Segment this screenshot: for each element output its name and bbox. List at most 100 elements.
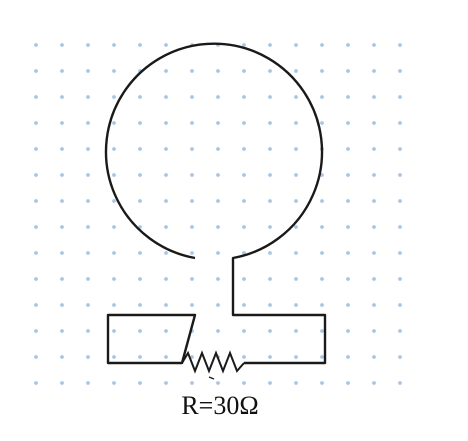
grid-dot (86, 69, 90, 73)
grid-dot (112, 355, 116, 359)
grid-dot (86, 355, 90, 359)
grid-dot (34, 225, 38, 229)
grid-dot (320, 251, 324, 255)
grid-dot (60, 173, 64, 177)
grid-dot (372, 95, 376, 99)
grid-dot (86, 381, 90, 385)
grid-dot (164, 121, 168, 125)
grid-dot (60, 277, 64, 281)
grid-dot (138, 329, 142, 333)
grid-dot (268, 329, 272, 333)
grid-dot (346, 381, 350, 385)
grid-dot (86, 303, 90, 307)
grid-dot (216, 147, 220, 151)
grid-dot (138, 199, 142, 203)
resistor-tick-mark (208, 376, 215, 380)
grid-dot (112, 225, 116, 229)
grid-dot (346, 43, 350, 47)
grid-dot (320, 95, 324, 99)
grid-dot (346, 303, 350, 307)
grid-dot (372, 147, 376, 151)
grid-dot (112, 381, 116, 385)
grid-dot (346, 199, 350, 203)
grid-dot (346, 277, 350, 281)
grid-dot (398, 277, 402, 281)
grid-dot (216, 69, 220, 73)
grid-dot (242, 95, 246, 99)
grid-dot (372, 121, 376, 125)
grid-dot (190, 199, 194, 203)
grid-dot (294, 173, 298, 177)
grid-dot (398, 303, 402, 307)
grid-dot (112, 95, 116, 99)
grid-dot (294, 303, 298, 307)
grid-dot (294, 251, 298, 255)
grid-dot (346, 147, 350, 151)
grid-dot (164, 277, 168, 281)
grid-dot (268, 173, 272, 177)
grid-dot (268, 43, 272, 47)
grid-dot (138, 251, 142, 255)
grid-dot (320, 173, 324, 177)
grid-dot (34, 69, 38, 73)
grid-dot (60, 303, 64, 307)
grid-dot (190, 251, 194, 255)
grid-dot (216, 199, 220, 203)
grid-dot (86, 95, 90, 99)
grid-dot (372, 355, 376, 359)
grid-dot (372, 43, 376, 47)
grid-dot (138, 277, 142, 281)
grid-dot (346, 329, 350, 333)
grid-dot (164, 355, 168, 359)
grid-dot (190, 147, 194, 151)
grid-dot (242, 43, 246, 47)
grid-dot (164, 69, 168, 73)
grid-dot (60, 121, 64, 125)
grid-dot (216, 121, 220, 125)
grid-dot (86, 251, 90, 255)
grid-dot (346, 69, 350, 73)
grid-dot (294, 329, 298, 333)
grid-dot (268, 69, 272, 73)
grid-dot (398, 251, 402, 255)
grid-dot (242, 355, 246, 359)
grid-dot (268, 277, 272, 281)
grid-dot (398, 121, 402, 125)
grid-dot (60, 355, 64, 359)
grid-dot (164, 381, 168, 385)
grid-dot (112, 121, 116, 125)
grid-dot (164, 95, 168, 99)
grid-dot (268, 147, 272, 151)
grid-dot (60, 381, 64, 385)
grid-dot (34, 95, 38, 99)
grid-dot (190, 277, 194, 281)
grid-dot (60, 225, 64, 229)
grid-dot (34, 329, 38, 333)
grid-dot (138, 355, 142, 359)
grid-dot (346, 355, 350, 359)
grid-dot (242, 329, 246, 333)
grid-dot (320, 355, 324, 359)
grid-dot (34, 43, 38, 47)
grid-dot (138, 381, 142, 385)
wire-loop (104, 42, 327, 365)
grid-dot (138, 95, 142, 99)
grid-dot (164, 303, 168, 307)
grid-dot (242, 225, 246, 229)
grid-dot (346, 251, 350, 255)
grid-dot (164, 199, 168, 203)
grid-dot (294, 95, 298, 99)
grid-dot (34, 381, 38, 385)
grid-dot (86, 277, 90, 281)
grid-dot (60, 69, 64, 73)
grid-dot (190, 95, 194, 99)
grid-dot (216, 251, 220, 255)
grid-dot (112, 251, 116, 255)
grid-dot (398, 225, 402, 229)
grid-dot (268, 303, 272, 307)
grid-dot (268, 251, 272, 255)
grid-dot (34, 251, 38, 255)
grid-dot (216, 381, 220, 385)
grid-dot (216, 329, 220, 333)
grid-dot (398, 69, 402, 73)
